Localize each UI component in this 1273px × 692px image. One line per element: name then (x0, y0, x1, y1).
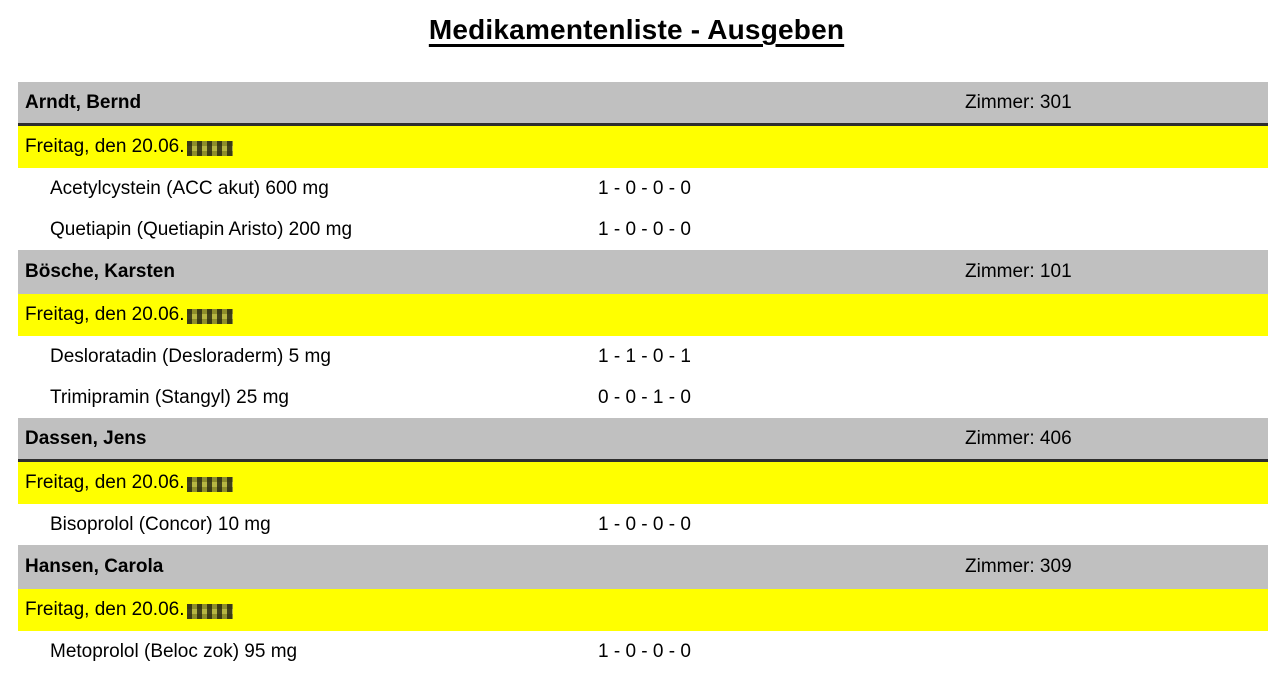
date-row: Freitag, den 20.06. (18, 126, 1268, 168)
patient-name: Arndt, Bernd (25, 91, 142, 113)
redacted-year-block (186, 308, 233, 324)
medication-name: Metoprolol (Beloc zok) 95 mg (50, 640, 298, 662)
date-row: Freitag, den 20.06. (18, 462, 1268, 504)
patient-name: Dassen, Jens (25, 427, 147, 449)
date-text: Freitag, den 20.06. (25, 472, 185, 493)
medication-name: Desloratadin (Desloraderm) 5 mg (50, 345, 331, 367)
patient-name: Hansen, Carola (25, 556, 164, 577)
medication-report-body: Arndt, Bernd Zimmer: 301 Freitag, den 20.0… (18, 82, 1268, 672)
medication-row: Acetylcystein (ACC akut) 600 mg 1 - 0 - 0… (18, 168, 1268, 209)
room-number: Zimmer: 406 (965, 427, 1072, 449)
redacted-year-block (186, 603, 233, 619)
dosage-schedule: 1 - 0 - 0 - 0 (598, 177, 691, 199)
date-text: Freitag, den 20.06. (25, 304, 185, 325)
date-row: Freitag, den 20.06. (18, 294, 1268, 336)
dosage-schedule: 1 - 1 - 0 - 1 (598, 345, 691, 367)
date-row: Freitag, den 20.06. (18, 589, 1268, 631)
dosage-schedule: 1 - 0 - 0 - 0 (598, 218, 691, 240)
dosage-schedule: 1 - 0 - 0 - 0 (598, 513, 691, 535)
patient-header-row: Arndt, Bernd Zimmer: 301 (18, 82, 1268, 126)
report-title-wrap: Medikamentenliste - Ausgeben (0, 0, 1273, 46)
medication-row: Quetiapin (Quetiapin Aristo) 200 mg 1 - 0… (18, 209, 1268, 250)
medication-name: Quetiapin (Quetiapin Aristo) 200 mg (50, 218, 353, 240)
report-title: Medikamentenliste - Ausgeben (428, 14, 845, 45)
dosage-schedule: 0 - 0 - 1 - 0 (598, 386, 691, 408)
room-number: Zimmer: 301 (965, 91, 1072, 113)
room-number: Zimmer: 309 (965, 556, 1072, 577)
room-number: Zimmer: 101 (965, 261, 1072, 282)
patient-header-row: Bösche, Karsten Zimmer: 101 (18, 250, 1268, 294)
patient-header-row: Hansen, Carola Zimmer: 309 (18, 545, 1268, 589)
medication-name: Bisoprolol (Concor) 10 mg (50, 513, 271, 535)
patient-header-row: Dassen, Jens Zimmer: 406 (18, 418, 1268, 462)
redacted-year-block (186, 140, 233, 156)
dosage-schedule: 1 - 0 - 0 - 0 (598, 640, 691, 662)
medication-report-page: Medikamentenliste - Ausgeben Arndt, Bern… (0, 0, 1273, 672)
medication-name: Trimipramin (Stangyl) 25 mg (50, 386, 289, 408)
medication-row: Bisoprolol (Concor) 10 mg 1 - 0 - 0 - 0 (18, 504, 1268, 545)
medication-name: Acetylcystein (ACC akut) 600 mg (50, 177, 329, 199)
date-text: Freitag, den 20.06. (25, 136, 185, 157)
medication-row: Metoprolol (Beloc zok) 95 mg 1 - 0 - 0 - … (18, 631, 1268, 672)
medication-row: Desloratadin (Desloraderm) 5 mg 1 - 1 - 0… (18, 336, 1268, 377)
redacted-year-block (186, 476, 233, 492)
date-text: Freitag, den 20.06. (25, 599, 185, 620)
medication-row: Trimipramin (Stangyl) 25 mg 0 - 0 - 1 - 0 (18, 377, 1268, 418)
patient-name: Bösche, Karsten (25, 261, 175, 282)
